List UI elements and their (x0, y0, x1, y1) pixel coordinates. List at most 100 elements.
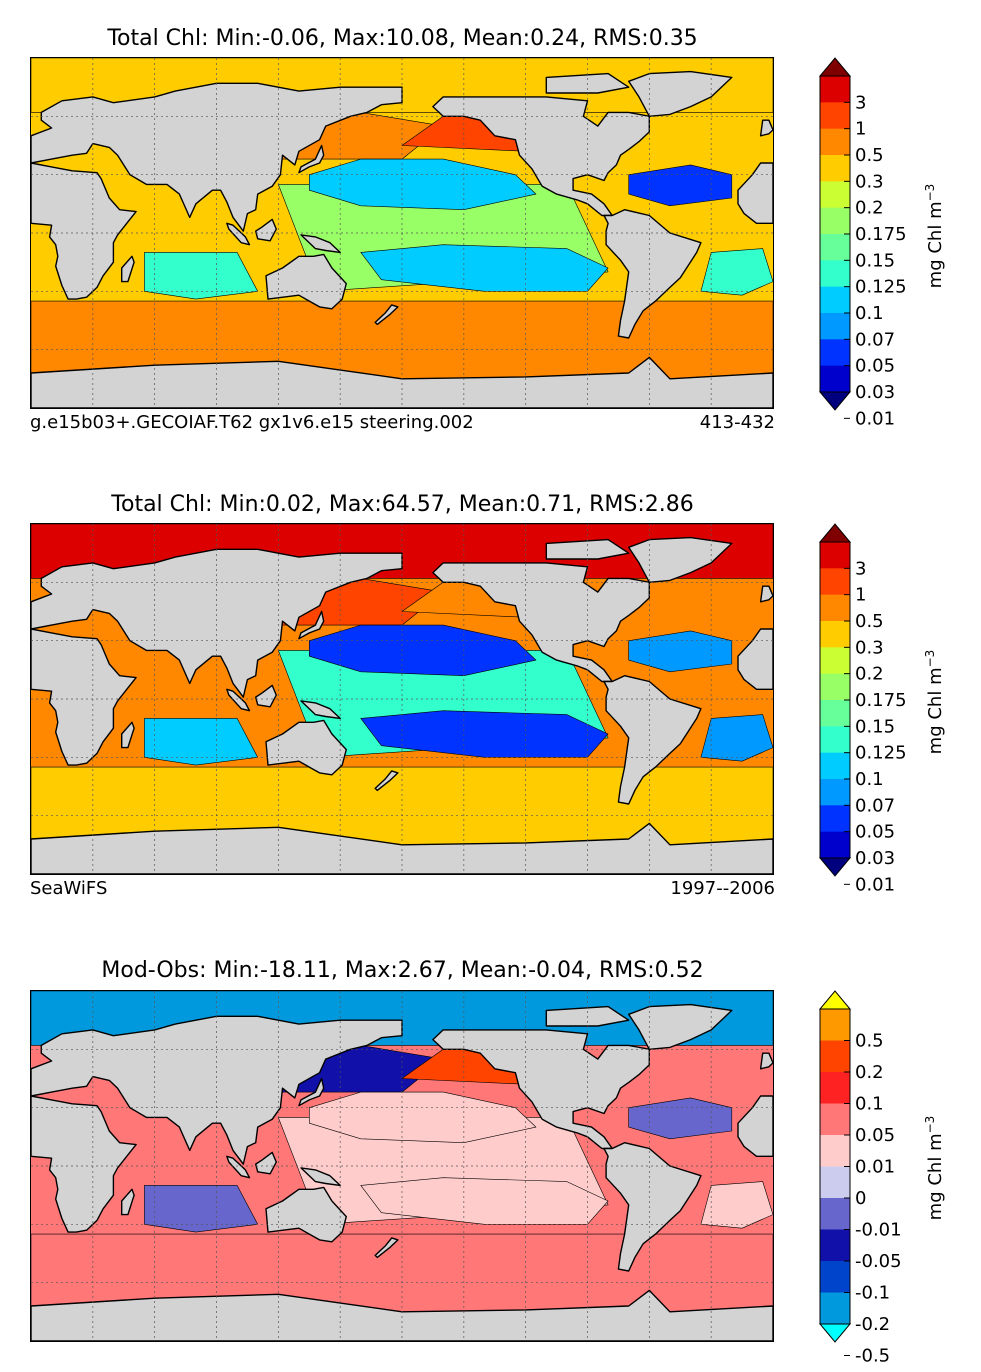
panel-2-colorbar-bin (820, 594, 850, 622)
panel-2-colorbar-tick-label: 0.125 (855, 743, 907, 764)
panel-1-colorbar-bin (820, 102, 850, 130)
panel-3-colorbar-tick-label: 0.01 (855, 1157, 895, 1178)
land-n-america (432, 1029, 650, 1150)
land-australia (265, 253, 347, 310)
land-africa-west (737, 628, 773, 691)
land-madagascar (120, 1188, 135, 1216)
land-s-america (603, 208, 702, 339)
panel-1-colorbar-tick-label: 0.125 (855, 277, 907, 298)
contour-region-s-atlantic-gyre (700, 1181, 773, 1229)
panel-1-colorbar-tick-label: 0.2 (855, 198, 884, 219)
panel-2-colorbar-bin (820, 726, 850, 754)
panel-1-colorbar-bin (820, 234, 850, 261)
land-s-america (603, 1141, 702, 1272)
contour-region-n-pacific-gyre (308, 624, 537, 676)
panel-3-colorbar-bin (820, 1166, 850, 1199)
panel-1-colorbar-bin (820, 260, 850, 288)
panel-3-colorbar-tick-label: 0.5 (855, 1031, 884, 1052)
panel-2-colorbar-tick-label: 3 (855, 558, 866, 579)
panel-2-colorbar-tick-label: 0.05 (855, 822, 895, 843)
land-africa-east (31, 628, 137, 766)
panel-2-colorbar-tick-label: 0.5 (855, 611, 884, 632)
panel-2-colorbar-tick-label: 0.1 (855, 769, 884, 790)
panel-2-colorbar-bin (820, 647, 850, 675)
contour-region-s-pacific-gyre (360, 1177, 609, 1225)
panel-3-colorbar-bin (820, 1040, 850, 1073)
panel-3-colorbar-bin (820, 1072, 850, 1104)
panel-1-colorbar-bin (820, 128, 850, 156)
panel-3-colorbar-bin (820, 1009, 850, 1041)
contour-region-n-atlantic-gyre (628, 1097, 733, 1140)
land-new-guinea (300, 234, 341, 254)
panel-2-colorbar-tick-label: 0.07 (855, 795, 895, 816)
panel-3-colorbar-bin (820, 1135, 850, 1167)
land-africa-west (737, 1095, 773, 1158)
panel-2-colorbar-bin (820, 700, 850, 727)
panel-2-colorbar-bin (820, 805, 850, 833)
contour-region-s-atlantic-gyre (700, 714, 773, 762)
panel-1-colorbar-extend-max (818, 57, 852, 77)
land-antarctica (31, 356, 773, 408)
panel-2-colorbar-tick-label: 0.2 (855, 664, 884, 685)
panel-2-colorbar-bin (820, 752, 850, 780)
panel-3-map (30, 990, 774, 1342)
panel-1-colorbar-bin (820, 339, 850, 367)
panel-1-colorbar-tick-label: 0.05 (855, 356, 895, 377)
panel-3-colorbar-tick-label: -0.5 (855, 1346, 890, 1367)
land-madagascar (120, 721, 135, 749)
land-australia (265, 719, 347, 776)
panel-1-colorbar-svg: 3 1 0.5 0.3 0.2 0.175 0.15 0.125 0.1 0.07 0.05 0.03… (818, 57, 907, 429)
land-uk (759, 1052, 773, 1070)
panel-3-colorbar-tick-label: -0.01 (855, 1220, 902, 1241)
panel-3-colorbar-label: mg Chl m−3 (923, 1115, 946, 1221)
panel-3-map-svg (31, 991, 773, 1341)
panel-1-right-caption: 413-432 (699, 412, 775, 433)
land-new-guinea (300, 1167, 341, 1187)
land-australia (265, 1186, 347, 1243)
land-borneo (254, 1151, 278, 1175)
contour-region-n-pacific-gyre (308, 1091, 537, 1143)
panel-3-colorbar-svg: 0.5 0.2 0.1 0.05 0.01 0 -0.01 -0.05 -0.1 -0.2 -0.5 (818, 990, 902, 1367)
panel-2-colorbar-tick-label: 0.15 (855, 716, 895, 737)
panel-1-colorbar-bin (820, 76, 850, 103)
panel-1-colorbar-bin (820, 155, 850, 182)
contour-region-n-pacific-gyre (308, 158, 537, 210)
land-n-america (432, 562, 650, 683)
panel-3-colorbar-tick-label: 0.1 (855, 1094, 884, 1115)
land-japan (298, 610, 325, 640)
land-borneo (254, 218, 278, 242)
land-antarctica (31, 822, 773, 874)
land-japan (298, 144, 325, 174)
panel-1-colorbar-tick-label: 1 (855, 119, 866, 140)
panel-3-colorbar-extend-max (818, 990, 852, 1010)
panel-1-colorbar-extend-min (818, 391, 852, 411)
land-uk (759, 585, 773, 603)
panel-1-colorbar-tick-label: 0.07 (855, 329, 895, 350)
panel-1-left-caption: g.e15b03+.GECOIAF.T62 gx1v6.e15 steering… (30, 412, 474, 433)
panel-1-map (30, 57, 774, 409)
panel-2-colorbar-bin (820, 568, 850, 596)
panel-3-colorbar-bin (820, 1103, 850, 1136)
panel-3-colorbar-bin (820, 1198, 850, 1230)
panel-2-colorbar: 3 1 0.5 0.3 0.2 0.175 0.15 0.125 0.1 0.07 0.05 0.03… (818, 523, 907, 895)
panel-3-colorbar-tick-label: -0.05 (855, 1251, 902, 1272)
land-eurasia (31, 82, 403, 232)
land-eurasia (31, 1015, 403, 1165)
panel-3-colorbar-tick-label: -0.1 (855, 1283, 890, 1304)
land-antarctica (31, 1289, 773, 1341)
land-new-zealand (374, 770, 399, 792)
contour-region-s-pacific-gyre (360, 710, 609, 758)
panel-2-colorbar-tick-label: 0.3 (855, 637, 884, 658)
panel-3-title: Mod-Obs: Min:-18.11, Max:2.67, Mean:-0.0… (101, 958, 704, 983)
panel-3-colorbar: 0.5 0.2 0.1 0.05 0.01 0 -0.01 -0.05 -0.1 -0.2 -0.5 (818, 990, 902, 1367)
land-sumatra (226, 1155, 251, 1179)
panel-1-colorbar-bin (820, 286, 850, 314)
contour-region-n-atlantic-gyre (628, 630, 733, 673)
panel-3-colorbar-tick-label: 0.2 (855, 1062, 884, 1083)
land-eurasia (31, 548, 403, 698)
panel-1-map-svg (31, 58, 773, 408)
contour-region-s-atlantic-gyre (700, 248, 773, 296)
panel-2-colorbar-tick-label: 0.03 (855, 848, 895, 869)
panel-3-colorbar-tick-label: 0 (855, 1188, 866, 1209)
land-madagascar (120, 255, 135, 283)
